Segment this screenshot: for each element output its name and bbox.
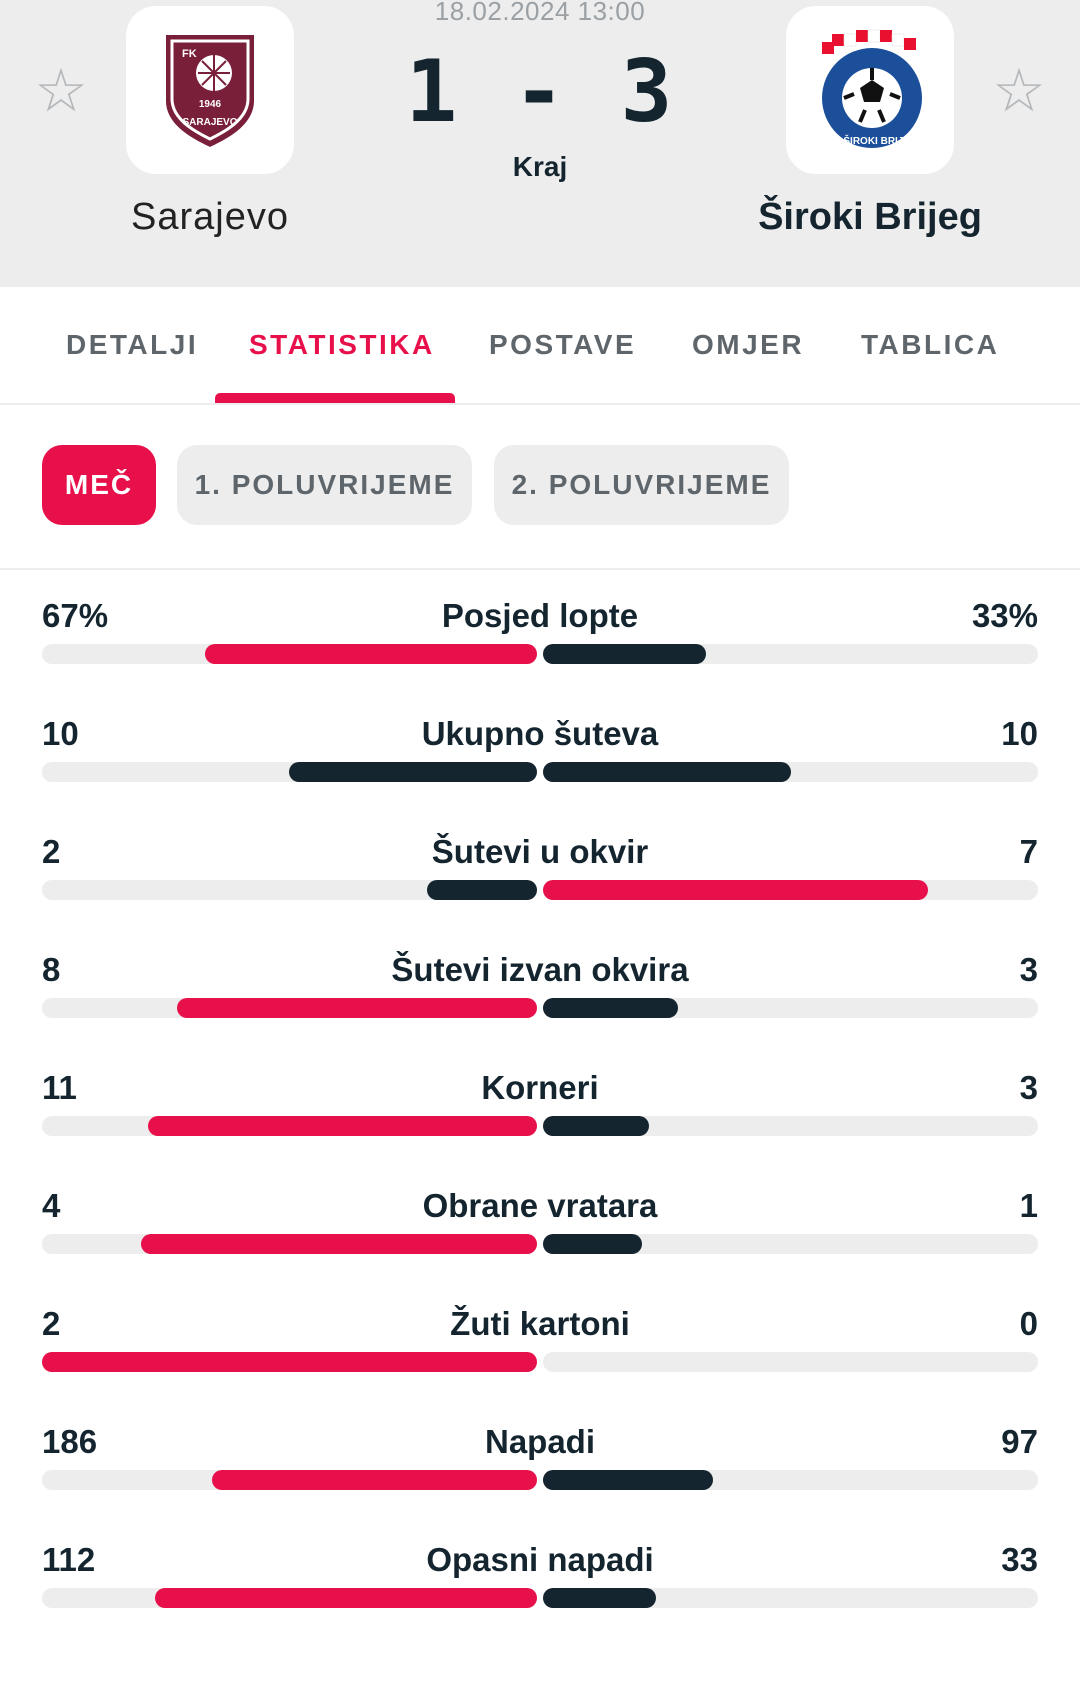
stat-label: Korneri — [481, 1069, 599, 1106]
stat-home-bar-fill — [427, 880, 537, 900]
stat-home-bar-track — [42, 998, 537, 1018]
siroki-brijeg-crest-icon: NK ŠIROKI BRIJEG — [822, 29, 922, 148]
period-match-button[interactable]: MEČ — [42, 445, 156, 525]
stat-away-bar-fill — [543, 1234, 642, 1254]
stat-home-value: 2 — [42, 1305, 61, 1342]
away-team-crest[interactable]: NK ŠIROKI BRIJEG — [786, 6, 954, 174]
stat-row: 8 Šutevi izvan okvira 3 — [42, 951, 1038, 1069]
match-score: 1 - 3 — [405, 42, 675, 142]
stat-away-bar-fill — [543, 998, 678, 1018]
stat-home-bar-track — [42, 644, 537, 664]
stat-home-bar-fill — [141, 1234, 537, 1254]
stat-home-bar-track — [42, 1352, 537, 1372]
stat-home-value: 2 — [42, 833, 61, 870]
stat-away-bar-fill — [543, 1116, 649, 1136]
stat-label: Šutevi u okvir — [431, 833, 649, 870]
stat-home-bar-fill — [205, 644, 537, 664]
stat-row: 4 Obrane vratara 1 — [42, 1187, 1038, 1305]
stat-home-value: 186 — [42, 1423, 98, 1460]
stat-home-bar-fill — [155, 1588, 537, 1608]
stat-row: 2 Žuti kartoni 0 — [42, 1305, 1038, 1423]
stat-label: Žuti kartoni — [450, 1305, 630, 1342]
stat-away-value: 0 — [1019, 1305, 1038, 1342]
stat-away-value: 3 — [1019, 951, 1038, 988]
tab-omjer[interactable]: OMJER — [692, 329, 805, 360]
stat-home-value: 11 — [42, 1069, 77, 1106]
stat-away-bar-track — [543, 998, 1038, 1018]
match-status: Kraj — [512, 151, 568, 182]
stat-away-bar-track — [543, 1470, 1038, 1490]
stat-home-value: 112 — [42, 1541, 96, 1578]
crest-name-text: NK ŠIROKI BRIJEG — [826, 134, 918, 147]
stat-home-value: 67% — [42, 597, 109, 634]
crest-name-text: SARAJEVO — [182, 117, 237, 128]
active-tab-indicator — [215, 393, 455, 403]
stat-home-bar-track — [42, 762, 537, 782]
stat-home-value: 10 — [42, 715, 79, 752]
stat-away-value: 97 — [1001, 1423, 1038, 1460]
stat-away-bar-track — [543, 762, 1038, 782]
stat-label: Opasni napadi — [426, 1541, 654, 1578]
home-team-crest[interactable]: FK 1946 SARAJEVO — [126, 6, 294, 174]
stat-home-bar-track — [42, 1234, 537, 1254]
checkerboard-icon — [822, 29, 916, 54]
stat-home-bar-track — [42, 1470, 537, 1490]
stat-home-bar-fill — [177, 998, 537, 1018]
stat-away-value: 7 — [1019, 833, 1038, 870]
stat-home-value: 4 — [42, 1187, 61, 1224]
period-first-half-button[interactable]: 1. POLUVRIJEME — [177, 445, 472, 525]
home-team-name[interactable]: Sarajevo — [131, 196, 289, 238]
stat-label: Ukupno šuteva — [421, 715, 659, 752]
crest-fk-text: FK — [182, 48, 197, 60]
period-filter: MEČ 1. POLUVRIJEME 2. POLUVRIJEME — [0, 405, 1080, 570]
tab-statistika[interactable]: STATISTIKA — [249, 329, 435, 360]
stat-row: 11 Korneri 3 — [42, 1069, 1038, 1187]
stat-away-bar-fill — [543, 1588, 656, 1608]
stat-home-bar-fill — [148, 1116, 537, 1136]
stat-away-value: 33 — [1001, 1541, 1038, 1578]
match-header: 18.02.2024 13:00 ☆ ☆ FK 1946 SARAJEVO — [0, 0, 1080, 287]
stat-away-bar-track — [543, 1352, 1038, 1372]
tab-detalji[interactable]: DETALJI — [66, 329, 199, 360]
stat-label: Obrane vratara — [422, 1187, 658, 1224]
stat-away-bar-fill — [543, 762, 791, 782]
stat-away-value: 33% — [971, 597, 1038, 634]
stat-label: Posjed lopte — [441, 597, 639, 634]
stat-away-bar-track — [543, 1234, 1038, 1254]
stat-row: 10 Ukupno šuteva 10 — [42, 715, 1038, 833]
stat-away-bar-fill — [543, 880, 928, 900]
crest-year-text: 1946 — [199, 99, 222, 110]
stat-home-bar-track — [42, 1588, 537, 1608]
stat-home-bar-track — [42, 1116, 537, 1136]
stat-away-bar-track — [543, 644, 1038, 664]
stat-home-bar-fill — [42, 1352, 537, 1372]
match-date: 18.02.2024 13:00 — [434, 0, 646, 26]
tab-tablica[interactable]: TABLICA — [861, 329, 1000, 360]
period-second-half-button[interactable]: 2. POLUVRIJEME — [494, 445, 789, 525]
stat-home-bar-fill — [289, 762, 537, 782]
stat-away-bar-track — [543, 1116, 1038, 1136]
tab-postave[interactable]: POSTAVE — [489, 329, 637, 360]
stat-label: Šutevi izvan okvira — [391, 951, 689, 988]
stat-away-value: 10 — [1001, 715, 1038, 752]
sarajevo-crest-icon: FK 1946 SARAJEVO — [166, 35, 254, 147]
stat-away-bar-fill — [543, 644, 706, 664]
stat-row: 112 Opasni napadi 33 — [42, 1541, 1038, 1659]
stat-away-value: 1 — [1019, 1187, 1038, 1224]
stat-home-bar-fill — [212, 1470, 537, 1490]
stat-home-bar-track — [42, 880, 537, 900]
stat-home-value: 8 — [42, 951, 61, 988]
stat-away-bar-fill — [543, 1470, 713, 1490]
stat-row: 2 Šutevi u okvir 7 — [42, 833, 1038, 951]
stat-away-bar-track — [543, 1588, 1038, 1608]
stat-row: 67% Posjed lopte 33% — [42, 597, 1038, 715]
stat-away-bar-track — [543, 880, 1038, 900]
stat-away-value: 3 — [1019, 1069, 1038, 1106]
stat-row: 186 Napadi 97 — [42, 1423, 1038, 1541]
away-team-name[interactable]: Široki Brijeg — [758, 196, 982, 238]
match-tabs: DETALJI STATISTIKA POSTAVE OMJER TABLICA — [0, 287, 1080, 405]
stat-label: Napadi — [484, 1423, 596, 1460]
favorite-away-star-icon[interactable]: ☆ — [992, 57, 1046, 124]
favorite-home-star-icon[interactable]: ☆ — [34, 57, 88, 124]
